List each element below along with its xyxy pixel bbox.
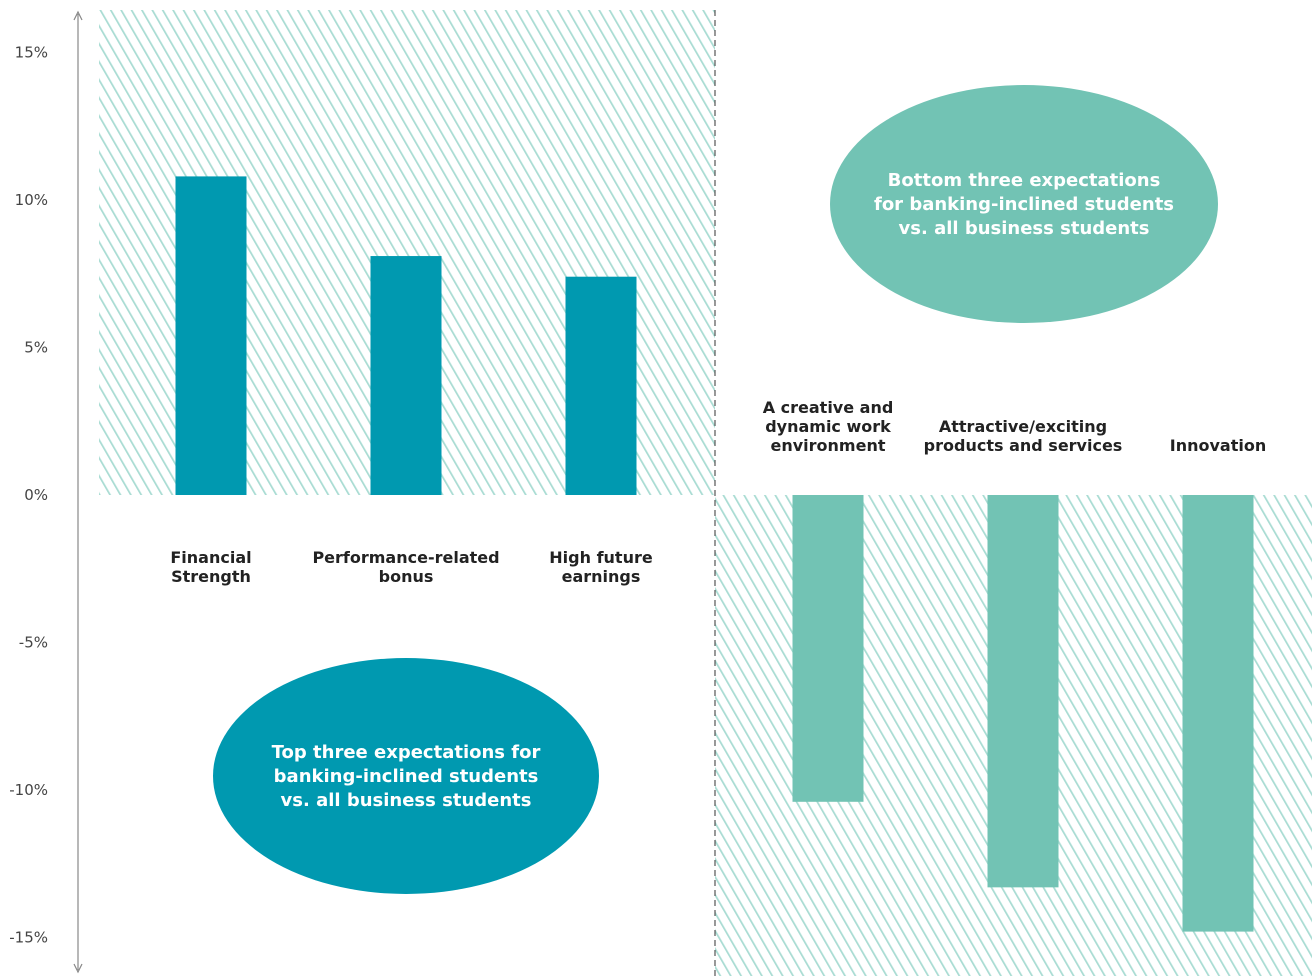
callout-text-line: Top three expectations for (272, 742, 541, 763)
category-label-line: earnings (562, 567, 641, 586)
bar-top-2 (565, 276, 637, 495)
category-label-line: Innovation (1170, 436, 1266, 455)
category-label-line: Financial (170, 548, 251, 567)
category-label-line: Attractive/exciting (939, 417, 1107, 436)
callout-text-line: vs. all business students (281, 790, 532, 811)
y-tick-label: 10% (15, 191, 48, 209)
bar-top-0 (175, 176, 247, 495)
category-label-line: products and services (924, 436, 1123, 455)
callout-text-top: Top three expectations for banking-inclin… (272, 742, 541, 811)
callout-text-bottom: Bottom three expectations for banking-inc… (874, 170, 1174, 239)
callout-bubble-bottom (830, 85, 1218, 323)
y-tick-label: -10% (9, 781, 48, 799)
category-label-line: A creative and (763, 398, 894, 417)
category-label-bottom-0: A creative and dynamic work environment (763, 398, 894, 455)
callout-text-line: vs. all business students (899, 218, 1150, 239)
category-label-bottom-1: Attractive/exciting products and services (924, 417, 1123, 455)
y-tick-label: 0% (24, 486, 48, 504)
bar-top-1 (370, 256, 442, 495)
category-label-top-2: High future earnings (549, 548, 653, 586)
bar-bottom-2 (1182, 495, 1254, 932)
y-tick-label: 5% (24, 339, 48, 357)
y-tick-label: 15% (15, 44, 48, 62)
y-tick-label: -5% (19, 634, 48, 652)
callout-text-line: Bottom three expectations (888, 170, 1161, 191)
category-label-line: dynamic work (765, 417, 891, 436)
category-label-line: High future (549, 548, 653, 567)
category-label-line: Performance-related (312, 548, 499, 567)
category-label-line: environment (771, 436, 886, 455)
category-label-bottom-2: Innovation (1170, 436, 1266, 455)
category-label-top-1: Performance-related bonus (312, 548, 499, 586)
bar-bottom-1 (987, 495, 1059, 888)
y-tick-label: -15% (9, 929, 48, 947)
y-axis-arrow-up (73, 10, 83, 21)
category-label-line: Strength (171, 567, 251, 586)
y-axis-arrow-down (73, 963, 83, 974)
callout-text-line: for banking-inclined students (874, 194, 1174, 215)
callout-bubble-top (213, 658, 599, 894)
category-label-top-0: Financial Strength (170, 548, 251, 586)
callout-text-line: banking-inclined students (274, 766, 539, 787)
bar-bottom-0 (792, 495, 864, 802)
category-label-line: bonus (379, 567, 434, 586)
